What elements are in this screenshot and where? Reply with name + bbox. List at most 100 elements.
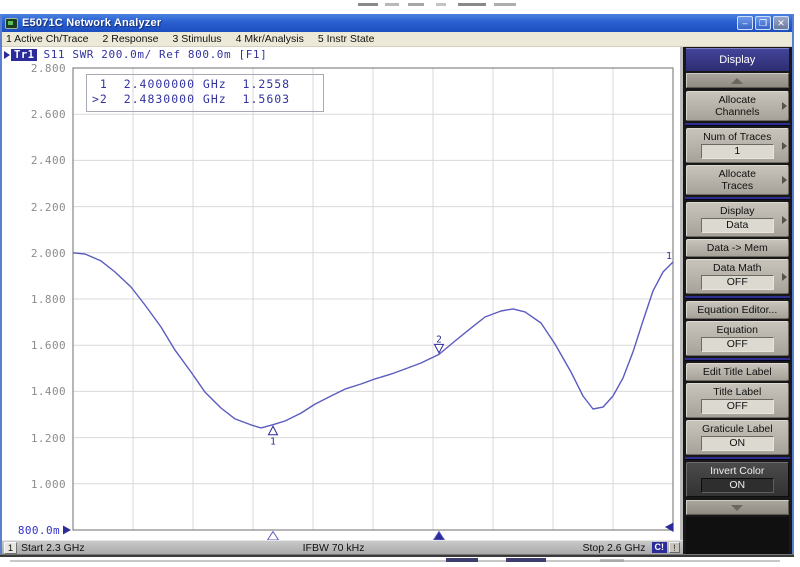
softkey-label: Edit Title Label [702,366,772,378]
swr-trace [72,252,674,429]
marker-readout-table: 1 2.4000000 GHz 1.2558 >2 2.4830000 GHz 1… [86,74,324,112]
marker-stimulus-indicator[interactable] [432,530,446,541]
softkey-label: Num of Traces [703,131,772,143]
graticule [73,68,673,530]
menu-item-3[interactable]: 3 Stimulus [172,33,222,45]
softkey-label: Data -> Mem [706,242,768,254]
menu-item-4[interactable]: 4 Mkr/Analysis [235,33,304,45]
cropped-text-artifact [494,3,516,6]
softkey-separator [684,123,790,126]
softkey-value: 1 [700,144,774,159]
y-axis-label: 1.000 [30,477,66,491]
submenu-arrow-icon [782,215,787,224]
reference-level-label: 800.0m [17,524,60,537]
stop-frequency: Stop 2.6 GHz [582,541,646,554]
marker-triangle-icon [433,343,445,354]
trigger-indicator: ! [669,542,681,553]
softkey-equation-editor[interactable]: Equation Editor... [685,301,789,319]
analyzer-window: E5071C Network Analyzer – ❐ ✕ 1 Active C… [0,14,794,554]
softkey-buttons: Allocate Channels Num of Traces 1 Allocate Tr… [684,90,790,498]
softkey-value: Data [700,218,774,233]
marker-1[interactable]: 1 [267,425,279,448]
softkey-title-label[interactable]: Title Label OFF [685,383,789,418]
softkey-value: ON [700,436,774,451]
y-axis-label: 1.200 [30,431,66,445]
cropped-text-artifact [446,558,478,562]
channel-number-box: 1 [4,541,17,554]
softkey-edit-title-label[interactable]: Edit Title Label [685,363,789,381]
active-trace-arrow-icon [4,50,10,59]
softkey-scroll-down[interactable] [685,500,789,515]
sweep-end-arrow-icon [665,522,674,532]
softkey-value: ON [700,478,774,493]
marker-readout-row: >2 2.4830000 GHz 1.5603 [92,92,291,106]
softkey-label: Graticule Label [701,423,773,435]
softkey-label: Equation Editor... [697,304,778,316]
marker-readout-row: 1 2.4000000 GHz 1.2558 [92,77,291,91]
window-title: E5071C Network Analyzer [22,17,162,29]
softkey-allocate[interactable]: Allocate Channels [685,91,789,121]
softkey-label: Allocate [718,94,756,106]
softkey-scroll-up[interactable] [685,73,789,88]
y-axis-label: 2.800 [30,62,66,75]
marker-number: 1 [270,437,276,448]
y-axis-label: 1.400 [30,385,66,399]
correction-badge: C! [651,542,668,553]
marker-2[interactable]: 2 [433,334,445,354]
softkey-label: Allocate [718,168,756,180]
softkey-value: OFF [700,337,774,352]
softkey-equation[interactable]: Equation OFF [685,321,789,356]
softkey-label: Traces [721,180,754,192]
menu-item-5[interactable]: 5 Instr State [317,33,375,45]
swr-plot[interactable]: 1 1 2 [2,47,683,547]
plot-frame [72,67,674,531]
minimize-button[interactable]: – [737,16,753,30]
softkey-label: Data Math [713,262,762,274]
softkey-graticule-label[interactable]: Graticule Label ON [685,420,789,455]
softkey-data-mem[interactable]: Data -> Mem [685,239,789,257]
softkey-separator [684,457,790,460]
cropped-text-artifact [436,3,446,6]
start-frequency: Start 2.3 GHz [21,541,85,554]
trace-name-badge[interactable]: Tr1 [11,48,38,61]
reference-level-arrow-icon [63,525,71,535]
trace-settings-text: S11 SWR 200.0m/ Ref 800.0m [F1] [43,48,268,61]
softkey-separator [684,296,790,299]
window-bottom-edge [0,554,794,557]
softkey-data-math[interactable]: Data Math OFF [685,259,789,294]
softkey-num-of-traces[interactable]: Num of Traces 1 [685,128,789,163]
menu-item-2[interactable]: 2 Response [102,33,159,45]
submenu-arrow-icon [782,176,787,184]
softkey-label: Invert Color [710,465,765,477]
submenu-arrow-icon [782,272,787,281]
cropped-text-artifact [385,3,399,6]
close-button[interactable]: ✕ [773,16,789,30]
maximize-button[interactable]: ❐ [755,16,771,30]
submenu-arrow-icon [782,141,787,150]
title-bar[interactable]: E5071C Network Analyzer – ❐ ✕ [2,14,792,32]
y-axis-label: 2.200 [30,200,66,214]
status-bar: 1 Start 2.3 GHz IFBW 70 kHz Stop 2.6 GHz… [2,540,683,554]
y-axis-label: 2.000 [30,246,66,260]
y-axis-label: 1.800 [30,293,66,306]
softkey-invert-color[interactable]: Invert Color ON [685,462,789,497]
submenu-arrow-icon [782,102,787,110]
chevron-down-icon [731,504,744,511]
ifbw-value: IFBW 70 kHz [302,541,365,554]
y-axis-label: 2.400 [30,154,66,168]
cropped-text-artifact [600,559,624,562]
softkey-separator [684,197,790,200]
softkey-value: OFF [700,399,774,414]
cropped-text-artifact [506,558,546,562]
softkey-allocate[interactable]: Allocate Traces [685,165,789,195]
softkey-display[interactable]: Display Data [685,202,789,237]
softkey-label: Display [720,205,755,217]
trace-status-line: Tr1 S11 SWR 200.0m/ Ref 800.0m [F1] [2,47,680,62]
marker-stimulus-indicator[interactable] [266,530,280,541]
menu-bar: 1 Active Ch/Trace 2 Response 3 Stimulus 4 M… [2,32,792,47]
menu-item-1[interactable]: 1 Active Ch/Trace [6,33,89,45]
cropped-text-artifact [10,560,780,562]
